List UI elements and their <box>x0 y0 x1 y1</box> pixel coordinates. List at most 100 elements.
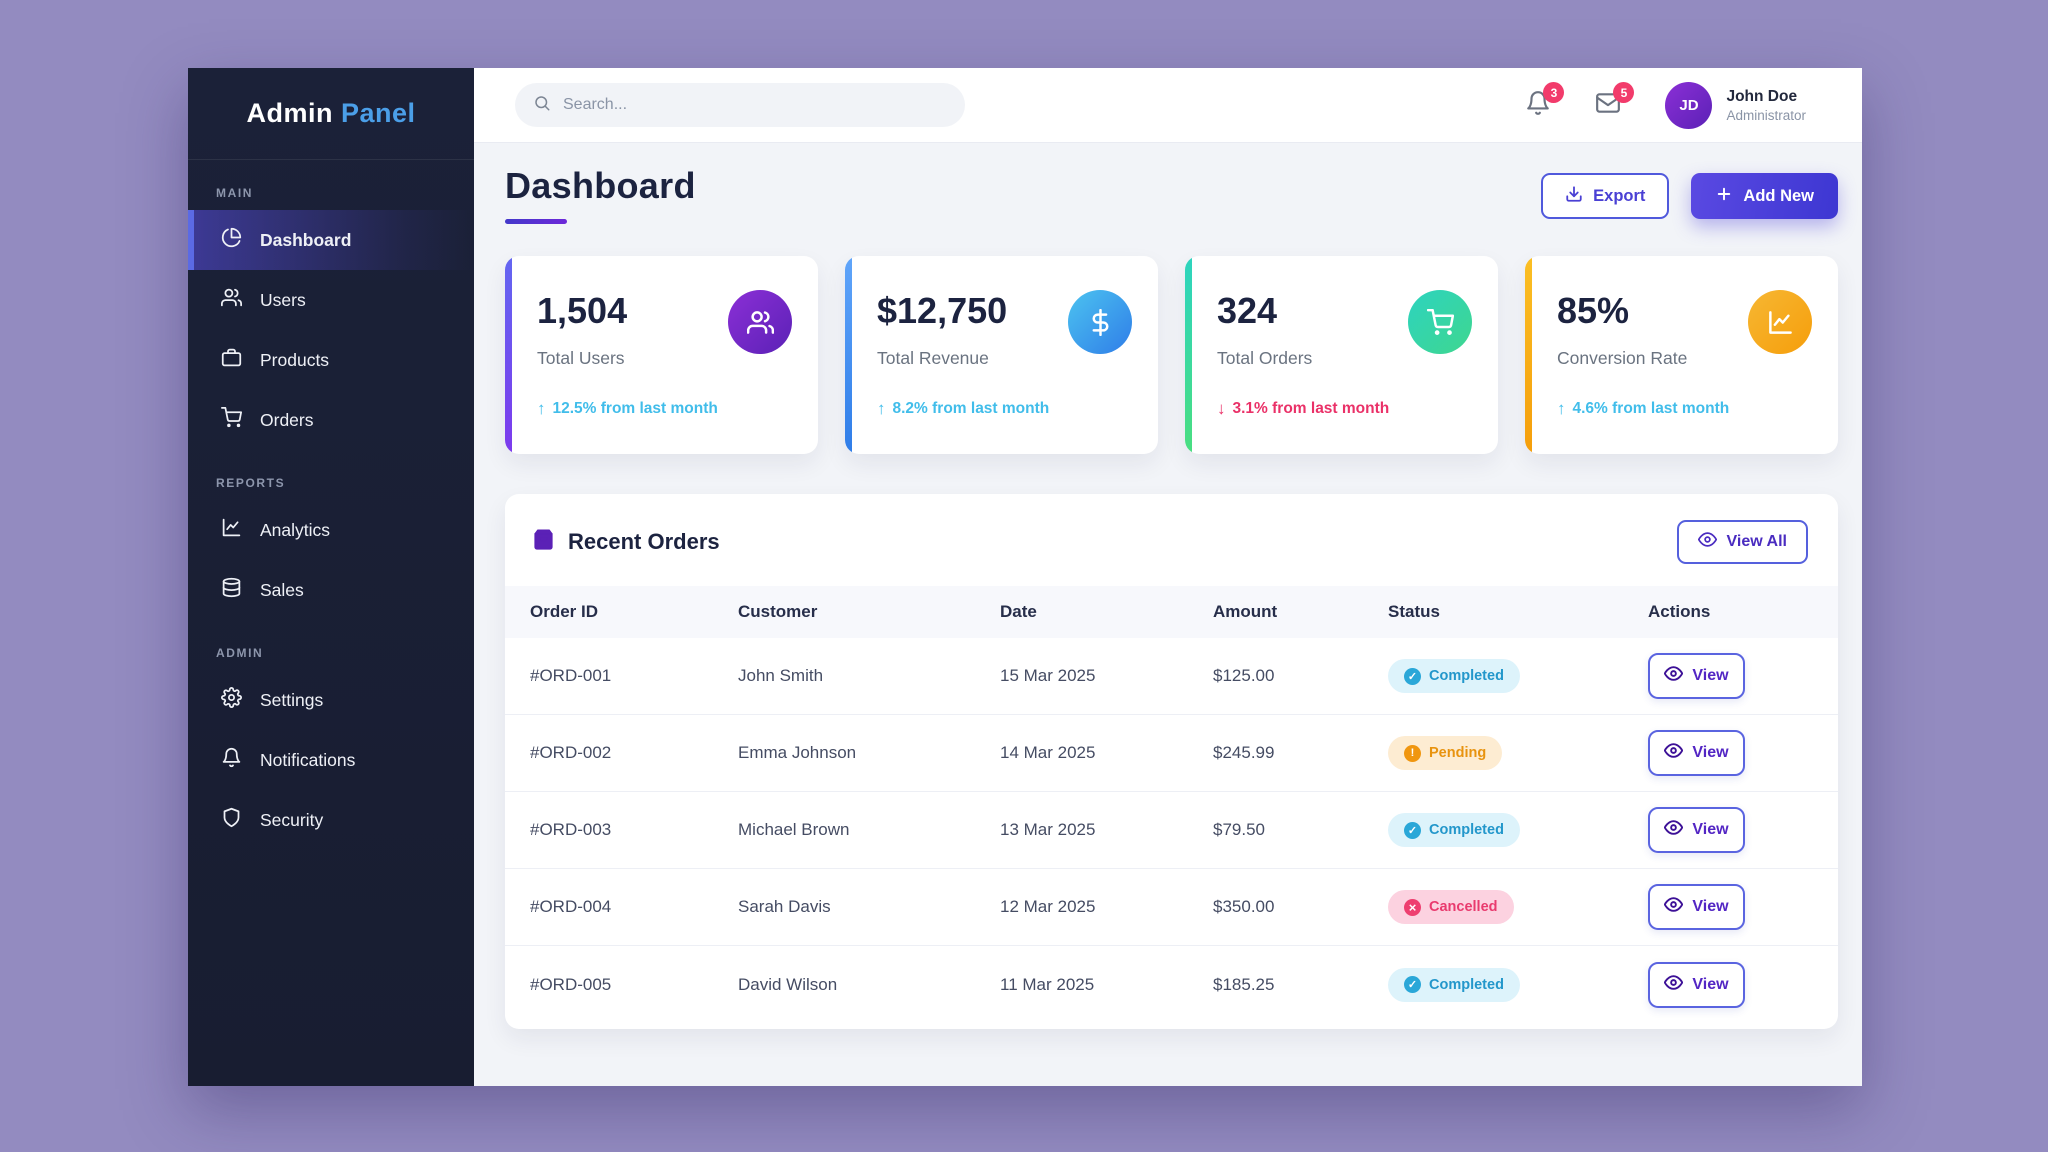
stat-value: 324 <box>1217 290 1278 331</box>
chart-line-icon <box>221 517 242 543</box>
cart-icon <box>221 407 242 433</box>
users-icon <box>221 287 242 313</box>
search-input[interactable] <box>563 96 947 114</box>
shield-icon <box>221 807 242 833</box>
date-cell: 12 Mar 2025 <box>1000 897 1096 916</box>
app-title: Admin Panel <box>246 98 415 129</box>
sidebar-item-products[interactable]: Products <box>188 330 474 390</box>
bell-icon <box>1525 91 1551 120</box>
plus-icon <box>1715 185 1733 208</box>
order-id-cell: #ORD-001 <box>530 666 612 685</box>
accent-bar <box>505 256 512 454</box>
table-row: #ORD-002 Emma Johnson 14 Mar 2025 $245.9… <box>505 715 1838 792</box>
view-button[interactable]: View <box>1648 730 1745 776</box>
add-new-button-label: Add New <box>1743 186 1814 205</box>
view-all-button[interactable]: View All <box>1676 520 1808 564</box>
amount-cell: $125.00 <box>1213 666 1275 685</box>
table-row: #ORD-003 Michael Brown 13 Mar 2025 $79.5… <box>505 792 1838 869</box>
sidebar-section-admin: ADMIN <box>216 646 264 660</box>
messages-button[interactable]: 5 <box>1595 82 1635 120</box>
sidebar-item-users[interactable]: Users <box>188 270 474 330</box>
view-button-label: View <box>1692 821 1729 838</box>
user-name: John Doe <box>1726 87 1798 105</box>
column-header-status: Status <box>1388 602 1440 621</box>
stat-label: Total Users <box>537 348 625 368</box>
download-icon <box>1565 185 1583 208</box>
sidebar-item-label: Settings <box>260 689 324 710</box>
date-cell: 15 Mar 2025 <box>1000 666 1096 685</box>
status-badge: Pending <box>1388 736 1503 770</box>
view-button[interactable]: View <box>1648 961 1745 1008</box>
view-button-label: View <box>1692 744 1729 761</box>
column-header-amount: Amount <box>1213 602 1278 621</box>
export-button[interactable]: Export <box>1541 173 1670 219</box>
eye-icon <box>1664 973 1684 997</box>
pie-chart-icon <box>221 227 242 253</box>
sidebar-item-notifications[interactable]: Notifications <box>188 730 474 790</box>
stat-card-total-orders: 324 Total Orders 3.1% from last month <box>1185 256 1498 454</box>
stat-trend: 3.1% from last month <box>1232 400 1390 417</box>
sidebar-item-label: Analytics <box>260 519 331 540</box>
stat-trend: 12.5% from last month <box>552 400 718 417</box>
stat-value: 85% <box>1557 290 1630 331</box>
main-content: Dashboard Export Add New <box>474 143 1862 1086</box>
topbar: 3 5 JD John Doe Administrator <box>474 68 1862 143</box>
eye-icon <box>1664 664 1684 688</box>
sidebar-item-orders[interactable]: Orders <box>188 390 474 450</box>
bell-icon <box>221 747 242 773</box>
table-row: #ORD-004 Sarah Davis 12 Mar 2025 $350.00… <box>505 869 1838 946</box>
accent-bar <box>1525 256 1532 454</box>
amount-cell: $245.99 <box>1213 743 1275 762</box>
customer-cell: Sarah Davis <box>738 897 831 916</box>
order-id-cell: #ORD-005 <box>530 974 612 994</box>
accent-bar <box>845 256 852 454</box>
view-button-label: View <box>1692 975 1729 993</box>
view-button-label: View <box>1692 667 1729 684</box>
add-new-button[interactable]: Add New <box>1691 173 1838 219</box>
sidebar-item-security[interactable]: Security <box>188 790 474 850</box>
table-row: #ORD-005 David Wilson 11 Mar 2025 $185.2… <box>505 946 1838 1023</box>
gear-icon <box>221 687 242 713</box>
notifications-count-badge: 3 <box>1543 82 1565 103</box>
chart-line-icon <box>1748 290 1812 354</box>
search-box[interactable] <box>515 83 965 127</box>
stat-card-conversion-rate: 85% Conversion Rate 4.6% from last month <box>1525 256 1838 454</box>
sidebar-item-dashboard[interactable]: Dashboard <box>188 210 474 270</box>
logo-part-2: Panel <box>340 98 416 128</box>
order-id-cell: #ORD-003 <box>530 820 612 839</box>
status-badge: Completed <box>1388 813 1520 847</box>
mail-icon <box>1595 93 1621 120</box>
customer-cell: David Wilson <box>738 974 838 994</box>
sidebar-item-analytics[interactable]: Analytics <box>188 500 474 560</box>
accent-bar <box>1185 256 1192 454</box>
sidebar-logo: Admin Panel <box>188 68 474 160</box>
eye-icon <box>1664 895 1684 919</box>
customer-cell: Michael Brown <box>738 820 850 839</box>
sidebar-item-label: Sales <box>260 579 304 600</box>
recent-orders-card: Recent Orders View All Order ID Customer… <box>505 494 1838 1029</box>
sidebar-item-settings[interactable]: Settings <box>188 670 474 730</box>
view-button[interactable]: View <box>1648 653 1745 699</box>
messages-count-badge: 5 <box>1613 82 1635 103</box>
sidebar-section-main: MAIN <box>216 186 254 200</box>
customer-cell: Emma Johnson <box>738 743 857 762</box>
date-cell: 14 Mar 2025 <box>1000 743 1096 762</box>
coins-icon <box>221 577 242 603</box>
customer-cell: John Smith <box>738 666 824 685</box>
column-header-date: Date <box>1000 602 1037 621</box>
stat-label: Conversion Rate <box>1557 348 1688 368</box>
amount-cell: $185.25 <box>1213 974 1275 994</box>
view-button-label: View <box>1692 898 1729 915</box>
app-window: Admin Panel MAIN Dashboard Users Product… <box>188 68 1862 1086</box>
status-badge: Cancelled <box>1388 890 1514 924</box>
status-badge: Completed <box>1388 967 1520 1002</box>
view-button[interactable]: View <box>1648 884 1745 930</box>
stat-trend: 8.2% from last month <box>892 400 1050 417</box>
notifications-button[interactable]: 3 <box>1525 82 1565 120</box>
user-menu[interactable]: JD John Doe Administrator <box>1665 81 1806 129</box>
view-button[interactable]: View <box>1648 807 1745 853</box>
stat-card-total-revenue: $12,750 Total Revenue 8.2% from last mon… <box>845 256 1158 454</box>
recent-orders-title: Recent Orders <box>568 529 720 554</box>
dollar-icon <box>1068 290 1132 354</box>
sidebar-item-sales[interactable]: Sales <box>188 560 474 620</box>
